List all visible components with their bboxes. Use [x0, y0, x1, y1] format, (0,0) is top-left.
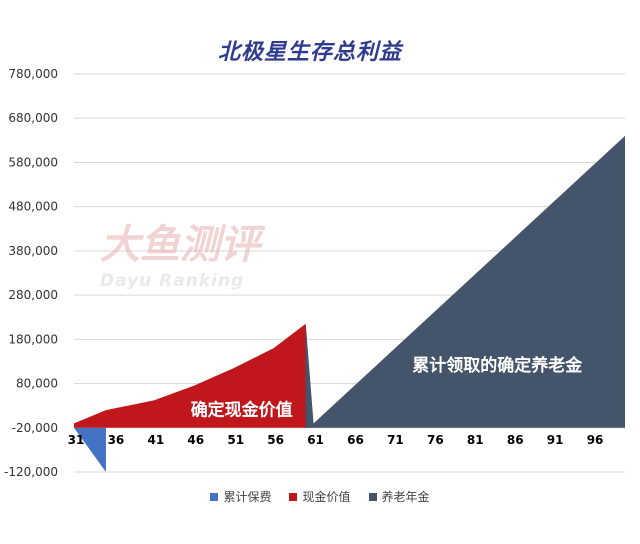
y-tick-label: -20,000 [12, 421, 58, 435]
y-tick-label: 80,000 [16, 377, 58, 391]
y-tick-label: 380,000 [8, 244, 58, 258]
x-tick-label: 51 [227, 433, 244, 447]
x-tick-label: 31 [68, 433, 85, 447]
watermark: 大鱼测评 Dayu Ranking [100, 222, 266, 291]
area-cash-value [74, 323, 314, 428]
legend-label: 累计保费 [223, 490, 272, 504]
legend-item: 累计保费 [210, 488, 271, 505]
x-tick-label: 41 [148, 433, 165, 447]
x-tick-label: 71 [387, 433, 404, 447]
legend-swatch [210, 492, 219, 501]
chart-title: 北极星生存总利益 [217, 40, 402, 65]
y-tick-label: 580,000 [8, 155, 58, 169]
area-labels: 确定现金价值 累计领取的确定养老金 [191, 355, 584, 420]
y-tick-label: -120,000 [4, 465, 58, 479]
x-tick-label: 46 [187, 433, 204, 447]
chart-areas [74, 135, 625, 472]
y-axis: 780,000 680,000 580,000 480,000 380,000 280,0… [4, 67, 58, 479]
watermark-en: Dayu Ranking [100, 271, 244, 291]
legend: 累计保费 现金价值 养老年金 [0, 488, 640, 505]
area-annotation: 累计领取的确定养老金 [412, 355, 583, 376]
y-tick-label: 180,000 [8, 332, 58, 346]
y-tick-label: 780,000 [8, 67, 58, 81]
legend-item: 现金价值 [289, 488, 351, 505]
x-tick-label: 61 [307, 433, 324, 447]
x-tick-label: 91 [547, 433, 564, 447]
x-tick-label: 56 [267, 433, 284, 447]
area-premium [74, 427, 106, 472]
x-axis: 31 36 41 46 51 56 61 66 71 76 81 86 91 96 [68, 433, 604, 447]
area-annuity [305, 135, 625, 428]
x-tick-label: 86 [507, 433, 524, 447]
legend-item: 养老年金 [368, 488, 430, 505]
x-tick-label: 66 [347, 433, 364, 447]
legend-label: 现金价值 [302, 490, 351, 504]
watermark-cn: 大鱼测评 [100, 222, 266, 268]
x-tick-label: 96 [587, 433, 604, 447]
x-tick-label: 81 [467, 433, 484, 447]
y-tick-label: 680,000 [8, 111, 58, 125]
legend-swatch [289, 492, 298, 501]
y-tick-label: 480,000 [8, 200, 58, 214]
area-annotation: 确定现金价值 [191, 399, 293, 420]
y-tick-label: 280,000 [8, 288, 58, 302]
legend-label: 养老年金 [381, 490, 430, 504]
legend-swatch [368, 492, 377, 501]
x-tick-label: 36 [108, 433, 125, 447]
x-tick-label: 76 [427, 433, 444, 447]
